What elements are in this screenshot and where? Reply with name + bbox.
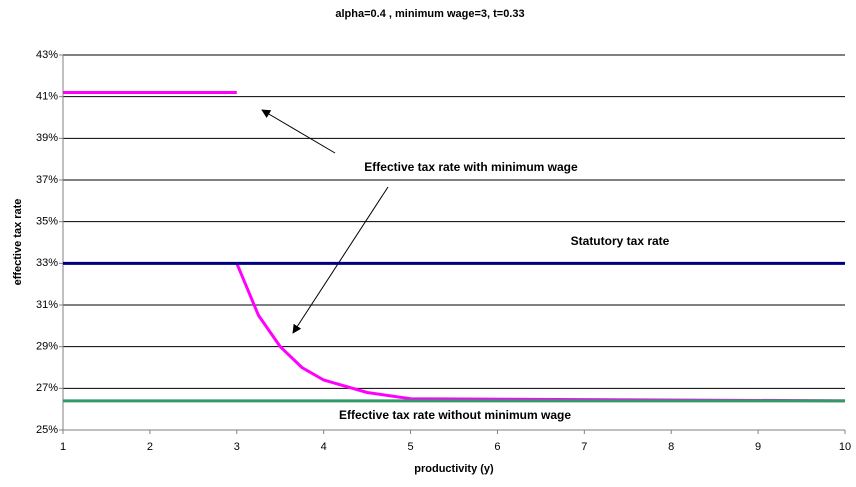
chart-title: alpha=0.4 , minimum wage=3, t=0.33 [335,8,524,20]
x-tick-label: 7 [581,441,587,453]
annotation-arrow [292,186,389,334]
y-tick-label: 35% [36,216,58,228]
x-tick-label: 4 [321,441,327,453]
series-label: Effective tax rate without minimum wage [339,408,571,422]
x-tick-label: 3 [234,441,240,453]
x-tick-label: 2 [147,441,153,453]
y-tick-label: 25% [36,424,58,436]
y-tick-label: 29% [36,341,58,353]
y-tick-label: 37% [36,174,58,186]
x-tick-label: 8 [668,441,674,453]
y-axis-label: effective tax rate [12,199,24,286]
x-tick-label: 6 [494,441,500,453]
series-label: Statutory tax rate [571,234,670,248]
y-tick-label: 27% [36,382,58,394]
x-tick-label: 10 [839,441,851,453]
x-tick-label: 1 [60,441,66,453]
y-tick-label: 41% [36,91,58,103]
annotation-arrow [261,109,336,154]
y-tick-label: 39% [36,132,58,144]
y-tick-label: 43% [36,49,58,61]
y-tick-label: 31% [36,299,58,311]
series-label: Effective tax rate with minimum wage [364,160,578,174]
y-tick-label: 33% [36,257,58,269]
series-line [63,91,846,403]
x-axis-label: productivity (y) [414,463,494,475]
x-tick-label: 5 [407,441,413,453]
x-tick-label: 9 [755,441,761,453]
